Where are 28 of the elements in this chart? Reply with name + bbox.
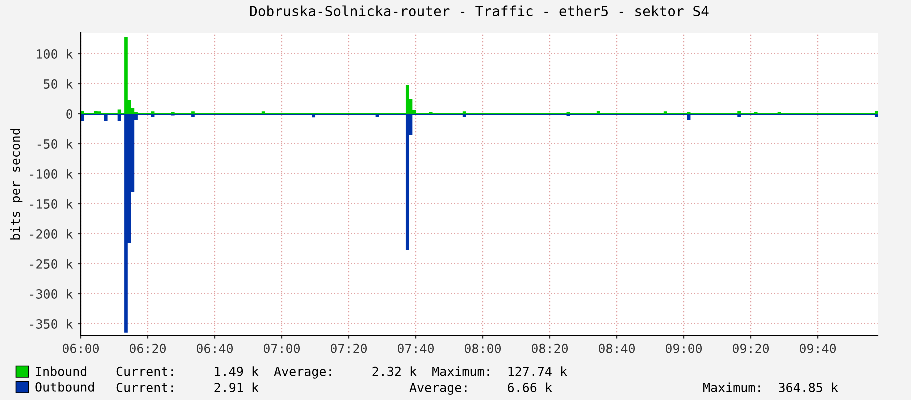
legend-label: Inbound	[36, 366, 87, 376]
text: Current: 1.49 k Average: 2.32 k Maximum: 127.74 k	[116, 366, 568, 379]
x-tick-label: 09:20	[733, 344, 770, 354]
x-tick-label: 09:00	[666, 344, 702, 354]
y-tick-label: -50 k	[38, 139, 74, 149]
legend-label: Outbound	[36, 382, 94, 392]
text: Current: 2.91 k Average: 6.66 k Maximum: 364.85 k	[116, 382, 838, 395]
x-tick-label: 08:00	[465, 344, 502, 354]
x-tick-label: 08:20	[532, 344, 568, 354]
y-tick-label: 50 k	[44, 79, 74, 89]
x-tick-label: 06:00	[63, 344, 100, 354]
x-tick-label: 06:40	[197, 344, 234, 354]
x-tick-label: 07:40	[398, 344, 434, 354]
y-tick-label: -350 k	[30, 319, 74, 329]
x-tick-label: 08:40	[599, 344, 636, 354]
y-tick-label: 0	[66, 110, 73, 119]
y-tick-label: -150 k	[30, 199, 74, 209]
x-tick-label: 07:00	[264, 344, 300, 354]
x-tick-label: 06:20	[130, 344, 166, 354]
x-tick-label: 09:40	[800, 344, 836, 354]
y-tick-label: -300 k	[30, 289, 74, 299]
x-tick-label: 07:20	[331, 344, 368, 354]
y-tick-label: -250 k	[30, 259, 74, 269]
y-axis-title: bits per second	[10, 129, 23, 240]
y-tick-label: -200 k	[30, 229, 74, 239]
y-tick-label: 100 k	[37, 49, 74, 59]
y-tick-label: -100 k	[30, 169, 74, 179]
chart-title: Dobruska-Solnicka-router - Traffic - ether5 - sektor S4	[250, 6, 709, 17]
